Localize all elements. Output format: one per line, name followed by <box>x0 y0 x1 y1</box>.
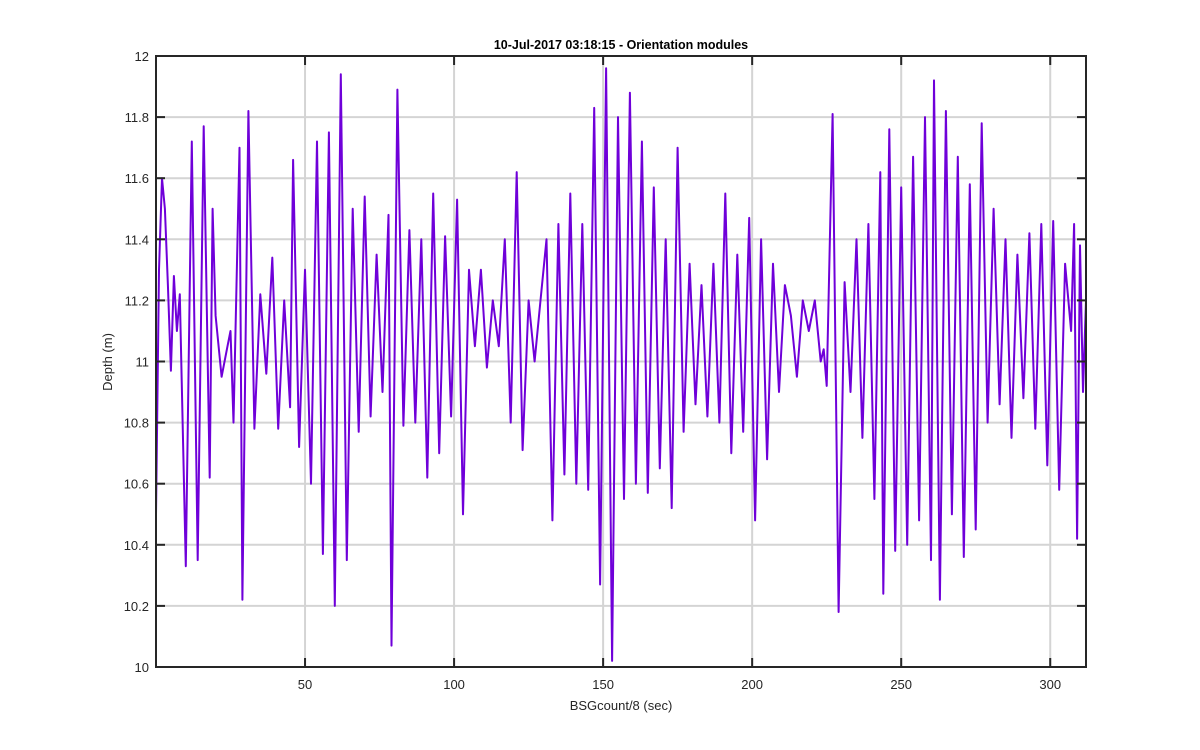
y-tick-labels: 10 10.2 10.4 10.6 10.8 11 11.2 11.4 11.6 11.8 12 <box>124 49 149 675</box>
chart-title: 10-Jul-2017 03:18:15 - Orientation modul… <box>494 38 748 52</box>
plot-area <box>155 67 1087 662</box>
y-tick-label: 10 <box>135 660 149 675</box>
y-tick-label: 10.6 <box>124 477 149 492</box>
y-tick-label: 11.2 <box>125 293 149 308</box>
x-tick-label: 50 <box>298 677 312 692</box>
depth-series-line <box>155 67 1087 662</box>
y-tick-label: 12 <box>135 49 149 64</box>
x-axis-label: BSGcount/8 (sec) <box>570 698 673 713</box>
y-tick-label: 11 <box>136 355 150 370</box>
y-tick-label: 10.2 <box>124 599 149 614</box>
y-tick-label: 11.4 <box>125 232 149 247</box>
y-tick-label: 10.4 <box>124 538 149 553</box>
y-tick-label: 10.8 <box>124 416 149 431</box>
y-axis-label: Depth (m) <box>100 333 115 391</box>
x-tick-labels: 50 100 150 200 250 300 <box>298 677 1061 692</box>
y-tick-label: 11.8 <box>125 110 149 125</box>
x-tick-label: 100 <box>443 677 465 692</box>
y-tick-label: 11.6 <box>125 171 149 186</box>
x-tick-label: 300 <box>1039 677 1061 692</box>
x-tick-label: 250 <box>890 677 912 692</box>
x-tick-label: 200 <box>741 677 763 692</box>
x-tick-label: 150 <box>592 677 614 692</box>
ticks <box>156 55 1086 668</box>
